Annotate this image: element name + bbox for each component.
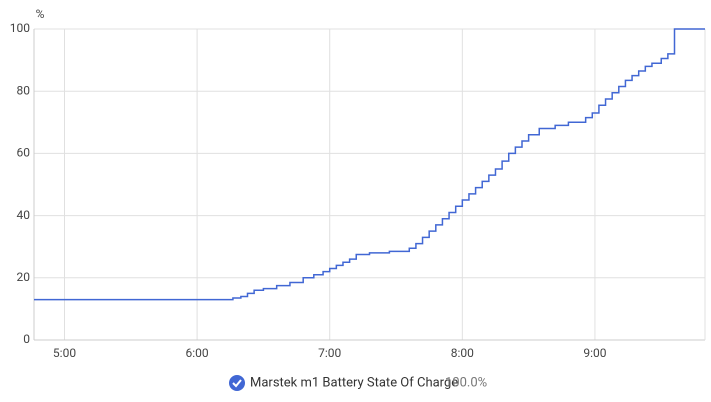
- legend-value: 100.0%: [445, 375, 487, 390]
- legend-check[interactable]: [229, 375, 245, 391]
- x-tick-label: 6:00: [186, 346, 209, 360]
- legend[interactable]: Marstek m1 Battery State Of Charge 100.0…: [229, 375, 487, 391]
- x-tick-label: 8:00: [451, 346, 474, 360]
- data-line: [34, 28, 705, 301]
- y-tick-label: 0: [23, 332, 30, 346]
- y-axis-label: %: [36, 7, 45, 21]
- y-tick-label: 40: [17, 208, 31, 222]
- check-icon: [232, 379, 242, 388]
- x-tick-label: 9:00: [583, 346, 606, 360]
- y-tick-label: 20: [17, 270, 31, 284]
- y-tick-label: 80: [17, 83, 31, 97]
- y-tick-label: 60: [17, 146, 31, 160]
- legend-label[interactable]: Marstek m1 Battery State Of Charge: [250, 375, 458, 390]
- x-tick-label: 7:00: [318, 346, 341, 360]
- x-tick-label: 5:00: [53, 346, 76, 360]
- y-tick-label: 100: [10, 21, 30, 35]
